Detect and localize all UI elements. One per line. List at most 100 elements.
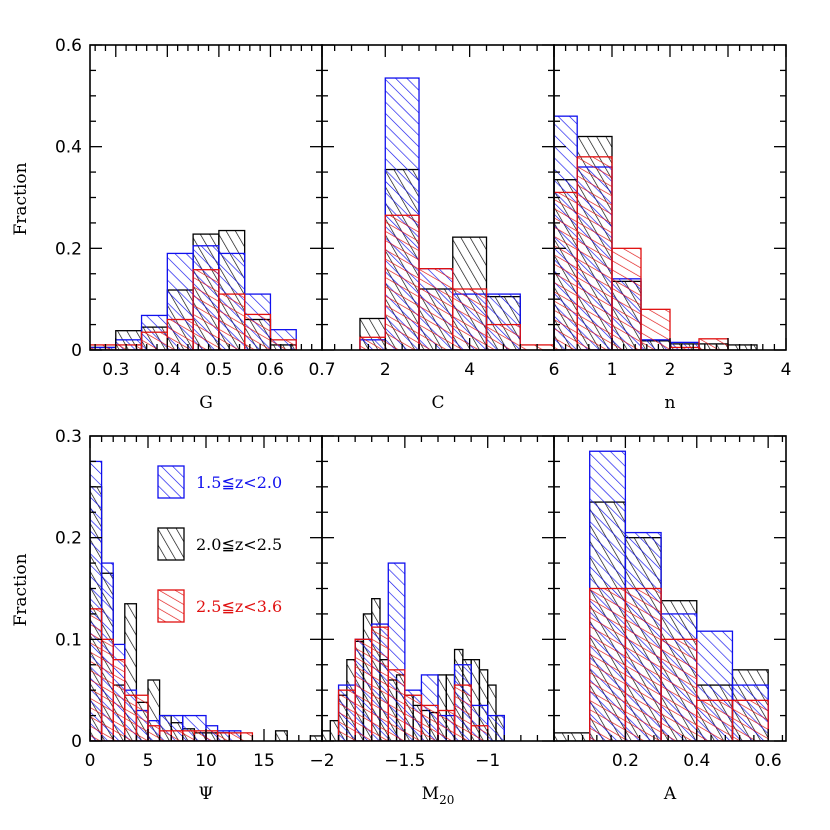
bar [337,689,356,741]
y-tick-label: 0 [71,732,82,752]
bar [640,308,671,350]
bar [158,730,172,741]
y-tick-label: 0.4 [55,138,82,158]
bars-c [359,77,554,350]
bar [371,626,389,741]
x-tick-label: 10 [195,751,217,771]
bar [660,638,698,741]
panel-m20: −2 −1.5 −1 M20 [309,435,555,807]
x-tick-label: 2 [380,360,391,380]
x-axis-label: C [431,393,444,413]
x-tick-label: 0.3 [102,360,129,380]
bar [100,638,114,741]
x-tick-label: 0.5 [205,360,232,380]
bar [205,730,219,741]
bar [240,732,254,741]
x-tick-label: 3 [723,360,734,380]
x-tick-label: −1 [475,751,500,771]
bars-g [90,229,297,350]
legend-label-blue: 1.5≦z<2.0 [196,473,282,492]
bars-n [554,115,758,350]
x-tick-label: −1.5 [384,751,425,771]
bars-m20 [322,562,505,741]
bar [147,725,161,741]
x-tick-label: 0.2 [612,751,639,771]
bars-a [554,450,769,741]
x-tick-label: 15 [253,751,275,771]
x-tick-label: 0.6 [755,751,782,771]
x-axis-label-subscript: 20 [439,793,454,807]
bar [384,214,420,350]
bar [216,732,230,741]
bar [322,730,331,741]
bar [453,684,472,741]
bar [112,659,126,741]
y-axis-label-bottom: Fraction [11,553,31,626]
x-tick-label: 2 [665,360,676,380]
panels: 00.20.40.60.3 0.4 0.5 0.6 0.7G2 4 6C1 2 3 4n00.10… [55,36,791,807]
legend-swatch-blue [157,465,185,499]
bar [228,732,242,741]
x-tick-label: 1 [607,360,618,380]
y-axis-label-top: Fraction [11,162,31,235]
bar [487,714,505,741]
x-tick-label: 4 [781,360,792,380]
bar [404,694,423,741]
bar [269,339,297,350]
bar [589,587,627,741]
legend-swatch-red [157,589,185,623]
bar [140,331,168,350]
x-axis-label: A [663,784,677,804]
bar [354,638,373,741]
x-tick-label: 4 [464,360,475,380]
bar [437,709,456,741]
bar [90,608,103,741]
bar [611,247,642,350]
x-axis-label: Ψ [199,784,214,804]
bar [420,704,439,741]
bar [554,732,591,741]
bar [696,699,734,741]
x-tick-label: 0.7 [308,360,335,380]
x-tick-label: 0.6 [257,360,284,380]
y-tick-label: 0.6 [55,36,82,56]
x-tick-label: 0 [85,751,96,771]
bar [193,730,207,741]
bar [166,318,194,350]
bar [329,720,340,741]
bar [387,669,406,741]
panel-c: 2 4 6 C [321,44,560,413]
bar [170,730,184,741]
x-tick-label: 5 [143,751,154,771]
bar [624,587,662,741]
panel-psi: 0 0.1 0.2 0.3 0 5 10 15 Ψ [55,427,323,804]
legend-label-red: 2.5≦z<3.6 [196,597,282,616]
bar [274,730,288,741]
panel-n: 1 2 3 4 n [553,44,792,413]
x-tick-label: 0.4 [154,360,181,380]
bar [470,725,489,741]
y-tick-label: 0.2 [55,239,82,259]
x-tick-label: 6 [549,360,560,380]
y-tick-label: 0.2 [55,529,82,549]
x-axis-label: G [199,393,213,413]
bar [554,191,578,350]
bar [731,699,769,741]
x-tick-label: 0.4 [683,751,710,771]
x-tick-label: −2 [309,751,334,771]
bar [135,694,149,741]
bar [218,293,246,350]
bar [698,338,729,350]
bar [576,156,613,350]
legend-label-black: 2.0≦z<2.5 [196,535,282,554]
bar [418,268,454,350]
y-tick-label: 0 [71,341,82,361]
bar [244,313,272,350]
x-axis-label: M20 [422,784,455,807]
y-tick-label: 0.3 [55,427,82,447]
legend-swatch-black [157,527,185,561]
bar [182,730,196,741]
x-axis-label: n [665,393,676,413]
bar [124,694,138,741]
